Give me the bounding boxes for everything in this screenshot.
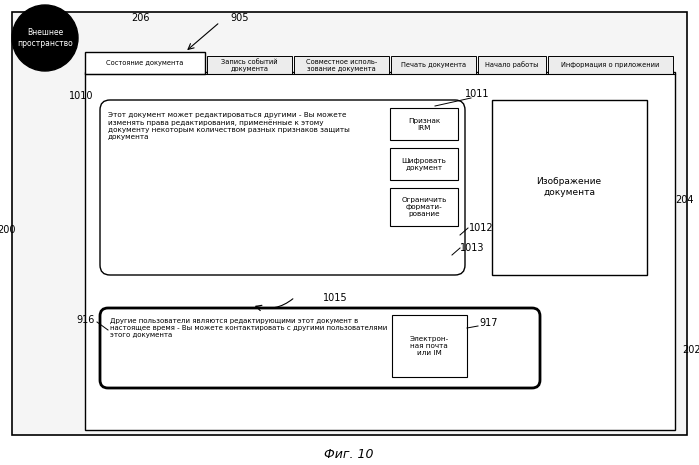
Bar: [392, 315, 467, 377]
Text: Состояние документа: Состояние документа: [106, 60, 184, 66]
Text: Ограничить
формати-
рование: Ограничить формати- рование: [401, 197, 447, 217]
Text: Электрон-
ная почта
или IM: Электрон- ная почта или IM: [410, 336, 449, 356]
Bar: [391, 56, 476, 74]
Text: Совместное исполь-
зование документа: Совместное исполь- зование документа: [306, 59, 377, 72]
Text: 204: 204: [675, 195, 693, 205]
Text: Этот документ может редактироваться другими - Вы можете
изменять права редактиро: Этот документ может редактироваться друг…: [108, 112, 350, 140]
FancyBboxPatch shape: [100, 308, 540, 388]
FancyBboxPatch shape: [100, 100, 465, 275]
Text: Печать документа: Печать документа: [401, 62, 466, 68]
Bar: [478, 56, 546, 74]
Bar: [390, 108, 458, 140]
Text: 206: 206: [131, 13, 150, 23]
Text: 1011: 1011: [465, 89, 489, 99]
Bar: [390, 148, 458, 180]
Bar: [85, 52, 205, 74]
Bar: [548, 56, 673, 74]
Text: Внешнее
пространство: Внешнее пространство: [17, 28, 73, 48]
Text: Запись событий
документа: Запись событий документа: [221, 59, 278, 72]
Text: Изображение
документа: Изображение документа: [536, 177, 602, 197]
Circle shape: [12, 5, 78, 71]
Text: 200: 200: [0, 225, 16, 235]
Text: Информация о приложении: Информация о приложении: [561, 62, 660, 68]
Bar: [85, 72, 675, 430]
Text: 1010: 1010: [69, 91, 93, 101]
Text: Шифровать
документ: Шифровать документ: [401, 158, 447, 171]
Text: Признак
IRM: Признак IRM: [408, 118, 440, 131]
Text: Фиг. 10: Фиг. 10: [324, 449, 374, 461]
Text: 905: 905: [231, 13, 250, 23]
Text: 1015: 1015: [323, 293, 347, 303]
Bar: [294, 56, 389, 74]
Text: Начало работы: Начало работы: [485, 61, 539, 68]
Bar: [390, 188, 458, 226]
Text: 1013: 1013: [460, 243, 484, 253]
Text: 916: 916: [77, 315, 95, 325]
Text: 202: 202: [683, 345, 699, 355]
Text: Другие пользователи являются редактирующими этот документ в
настоящее время - Вы: Другие пользователи являются редактирующ…: [110, 318, 387, 338]
Text: 917: 917: [479, 318, 498, 328]
Bar: [207, 56, 292, 74]
Text: 1012: 1012: [469, 223, 493, 233]
Bar: [492, 100, 647, 275]
